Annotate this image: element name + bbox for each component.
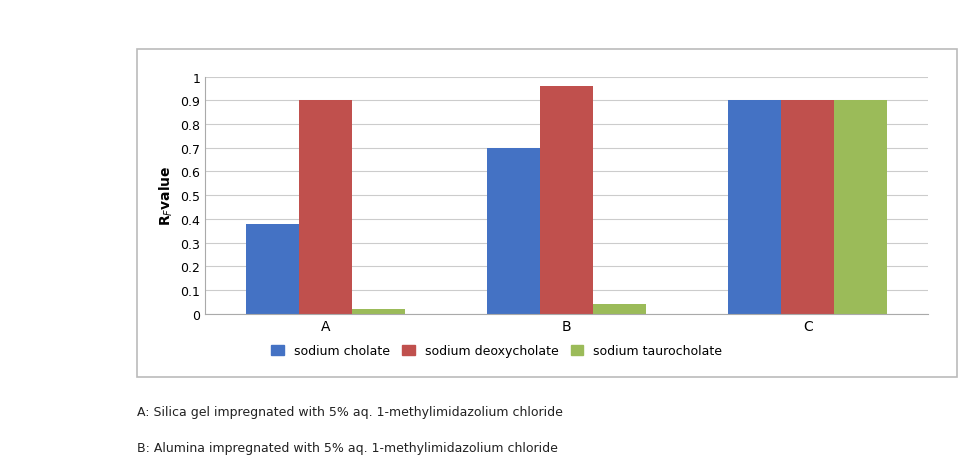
Bar bbox=[728, 101, 782, 314]
Bar bbox=[782, 101, 834, 314]
Bar bbox=[593, 304, 646, 314]
Legend: sodium cholate, sodium deoxycholate, sodium taurocholate: sodium cholate, sodium deoxycholate, sod… bbox=[266, 339, 728, 362]
Bar bbox=[540, 87, 593, 314]
Bar bbox=[299, 101, 352, 314]
Bar bbox=[246, 224, 299, 314]
Bar bbox=[488, 148, 540, 314]
Bar bbox=[834, 101, 887, 314]
Text: B: Alumina impregnated with 5% aq. 1-methylimidazolium chloride: B: Alumina impregnated with 5% aq. 1-met… bbox=[137, 441, 558, 455]
Y-axis label: R$_F$value: R$_F$value bbox=[157, 166, 175, 226]
Bar bbox=[352, 309, 405, 314]
Text: A: Silica gel impregnated with 5% aq. 1-methylimidazolium chloride: A: Silica gel impregnated with 5% aq. 1-… bbox=[137, 405, 563, 418]
